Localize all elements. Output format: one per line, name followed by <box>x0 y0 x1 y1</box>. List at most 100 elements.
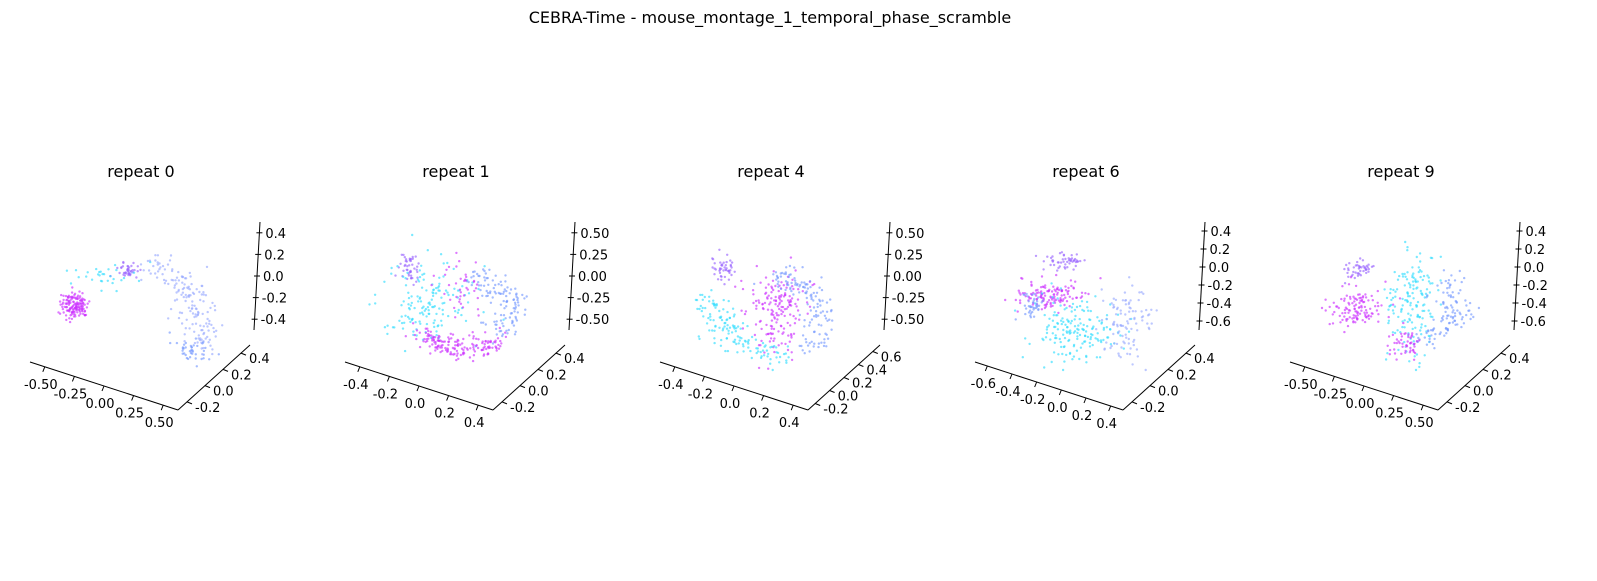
scatter-point <box>1129 347 1132 350</box>
scatter-point <box>416 270 419 274</box>
scatter-point <box>796 309 800 312</box>
scatter-point <box>173 299 177 302</box>
scatter-point <box>457 357 460 360</box>
scatter-point <box>1039 286 1043 289</box>
scatter-point <box>115 268 118 272</box>
scatter-point <box>1040 290 1043 293</box>
scatter-point <box>815 291 819 294</box>
scatter-point <box>801 349 804 352</box>
scatter-point <box>472 348 475 351</box>
scatter-point <box>1364 309 1368 312</box>
scatter-point <box>790 281 793 285</box>
scatter-point <box>785 359 788 362</box>
scatter-point <box>767 294 770 297</box>
scatter-point <box>1369 307 1372 310</box>
scatter-point <box>509 288 513 291</box>
scatter-point <box>1429 282 1432 285</box>
scatter-point <box>1039 295 1042 299</box>
scatter-point <box>1414 278 1417 281</box>
scatter-point <box>1460 318 1464 321</box>
scatter-point <box>1362 269 1365 273</box>
scatter-point <box>439 350 442 354</box>
scatter-point <box>1069 322 1072 325</box>
scatter-point <box>1377 313 1380 316</box>
scatter-point <box>1079 259 1082 263</box>
scatter-point <box>98 274 101 277</box>
scatter-point <box>778 303 781 306</box>
scatter-point <box>452 353 455 356</box>
scatter-point <box>730 266 733 269</box>
scatter-point <box>720 275 723 278</box>
x-tick-mark <box>357 366 361 372</box>
scatter-point <box>483 269 486 273</box>
scatter-point <box>746 340 750 343</box>
scatter-point <box>196 344 199 348</box>
scatter-point <box>202 357 205 360</box>
scatter-point <box>766 308 770 311</box>
scatter-point <box>773 316 776 319</box>
scatter-point <box>722 269 725 272</box>
scatter-point <box>495 347 498 350</box>
scatter-point <box>790 336 793 339</box>
scatter-point <box>403 349 407 353</box>
scatter-point <box>1098 356 1102 359</box>
scatter-point <box>1057 261 1060 264</box>
scatter-point <box>1411 332 1414 335</box>
scatter-point <box>1068 305 1071 308</box>
scatter-point <box>1338 314 1342 318</box>
scatter-point <box>476 272 479 276</box>
scatter-point <box>472 354 476 357</box>
scatter-point <box>1050 360 1053 364</box>
scatter-point <box>1458 311 1461 314</box>
scatter-point <box>754 338 758 341</box>
scatter-point <box>755 307 758 310</box>
scatter-point <box>1126 320 1129 323</box>
scatter-point <box>808 350 811 353</box>
scatter-point <box>757 344 761 347</box>
scatter-point <box>99 279 103 283</box>
scatter-point <box>1389 288 1392 291</box>
scatter-point <box>1083 259 1086 262</box>
scatter-point <box>1058 337 1062 341</box>
scatter-point <box>759 319 762 323</box>
scatter-point <box>791 285 794 288</box>
scatter-point <box>1412 284 1415 287</box>
scatter-point <box>1354 264 1358 267</box>
scatter-point <box>1054 325 1057 329</box>
scatter-point <box>185 318 188 321</box>
scatter-point <box>447 343 450 347</box>
scatter-point <box>212 326 215 330</box>
scatter-point <box>760 339 763 343</box>
scatter-point <box>459 277 462 280</box>
scatter-point <box>764 292 767 295</box>
scatter-point <box>830 328 833 331</box>
scatter-point <box>208 358 211 361</box>
scatter-point <box>199 324 202 327</box>
scatter-point <box>499 345 502 348</box>
scatter-point <box>443 273 447 276</box>
scatter-point <box>458 288 462 291</box>
scatter-point <box>826 337 830 340</box>
x-tick-label: 0.4 <box>1096 417 1117 432</box>
scatter-point <box>1370 265 1374 268</box>
scatter-point <box>1439 303 1443 306</box>
scatter-point <box>1046 255 1049 258</box>
scatter-point <box>1089 337 1092 341</box>
scatter-point <box>78 290 81 293</box>
scatter-point <box>1362 265 1365 268</box>
scatter-point <box>1130 327 1133 331</box>
scatter-point <box>1447 314 1450 317</box>
scatter-point <box>1052 293 1056 296</box>
scatter-point <box>1412 340 1416 343</box>
scatter-point <box>1109 346 1112 350</box>
scatter-point <box>1431 342 1435 346</box>
scatter-point <box>1412 297 1415 300</box>
scatter-point <box>1132 340 1135 343</box>
scatter-point <box>514 303 517 306</box>
scatter-point <box>1390 298 1393 302</box>
scatter-point <box>1367 314 1370 318</box>
scatter-point <box>1400 332 1403 335</box>
scatter-point <box>504 274 507 277</box>
scatter-point <box>99 270 102 273</box>
scatter-point <box>174 279 177 282</box>
